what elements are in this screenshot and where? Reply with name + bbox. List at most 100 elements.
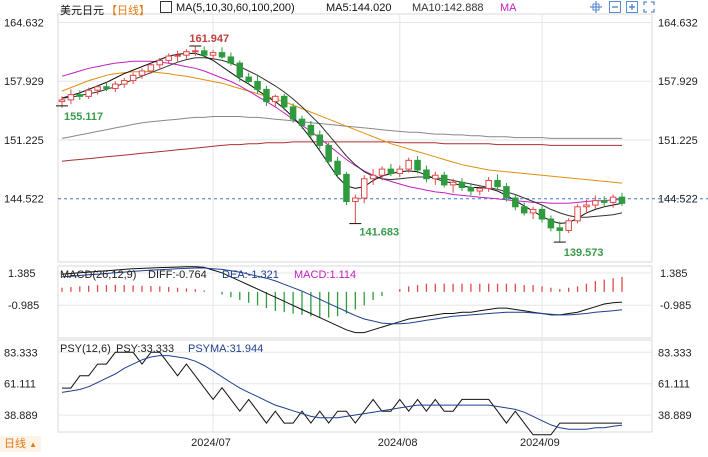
candle-body xyxy=(120,80,128,85)
price-tick-right: 151.225 xyxy=(658,135,698,147)
candle-body xyxy=(112,83,119,89)
panel-frame-2 xyxy=(57,339,653,433)
period-label[interactable]: 【日线】 xyxy=(106,5,150,17)
candle-body xyxy=(289,106,297,120)
candle-body xyxy=(165,55,172,61)
macd-dea-value: DEA:-1.321 xyxy=(222,269,279,281)
candle-body xyxy=(609,196,617,203)
macd-tick-right: 1.385 xyxy=(660,268,688,280)
psyma-value: PSYMA:31.944 xyxy=(188,343,263,355)
macd-tick-left: 1.385 xyxy=(8,268,36,280)
candle-body xyxy=(618,196,626,204)
candle-body xyxy=(467,187,475,192)
ma10-line xyxy=(61,57,623,218)
price-tick-left: 157.929 xyxy=(4,76,44,88)
ma10-value: MA10:142.888 xyxy=(412,2,484,14)
candle-body xyxy=(592,200,599,206)
candle-body xyxy=(307,124,315,136)
candle-body xyxy=(600,200,608,203)
psy-label: PSY(12,6) xyxy=(60,343,111,355)
price-tick-right: 144.522 xyxy=(658,194,698,206)
price-tick-left: 151.225 xyxy=(4,135,44,147)
candle-body xyxy=(369,174,377,180)
ma200-line xyxy=(61,141,622,162)
psy-value: PSY:33.333 xyxy=(116,343,174,355)
candle-body xyxy=(218,52,226,58)
period-button-label: 日线 xyxy=(4,438,26,450)
macd-diff-line xyxy=(61,266,623,334)
candle-body xyxy=(396,168,404,174)
candle-body xyxy=(547,218,555,229)
x-tick-label: 2024/07 xyxy=(191,437,231,449)
crosshair-icon[interactable] xyxy=(590,1,602,13)
macd-tick-left: -0.985 xyxy=(8,300,39,312)
candle-body xyxy=(254,80,261,90)
period-button[interactable]: 日线 ▲ xyxy=(0,436,41,452)
psyma-line xyxy=(61,355,623,430)
candle-body xyxy=(565,220,572,231)
candle-body xyxy=(360,178,368,199)
macd-value: MACD:1.114 xyxy=(294,269,356,281)
x-tick-label: 2024/09 xyxy=(520,437,560,449)
candle-body xyxy=(423,169,430,180)
ma100-line xyxy=(61,116,622,139)
candle-body xyxy=(94,86,101,91)
psy-line xyxy=(62,351,622,436)
candle-body xyxy=(138,70,146,76)
candle-body xyxy=(485,180,492,189)
candle-body xyxy=(512,197,519,208)
candle-body xyxy=(334,160,341,175)
candle-body xyxy=(325,144,332,162)
candle-body xyxy=(529,208,537,214)
candle-body xyxy=(343,173,350,203)
ma5-value: MA5:144.020 xyxy=(326,2,392,14)
zoom-out-icon[interactable] xyxy=(609,1,621,13)
candle-body xyxy=(67,94,75,101)
candle-body xyxy=(440,174,448,186)
candle-body xyxy=(103,86,110,89)
fullscreen-icon[interactable] xyxy=(643,1,655,13)
candle-body xyxy=(503,186,510,199)
candle-body xyxy=(405,159,412,170)
candle-body xyxy=(583,204,590,208)
panel-frame-1 xyxy=(57,265,653,339)
candle-body xyxy=(494,180,501,188)
psy-tick-left: 61.111 xyxy=(4,379,36,391)
candle-body xyxy=(352,197,359,203)
psy-tick-left: 38.889 xyxy=(4,410,38,422)
ma-toggle-icon[interactable] xyxy=(160,1,172,13)
candle-body xyxy=(263,88,270,103)
price-tick-right: 164.632 xyxy=(658,17,698,29)
low2-annotation: 139.573 xyxy=(564,247,604,259)
candle-body xyxy=(476,187,484,192)
candle-body xyxy=(156,59,164,66)
zoom-in-icon[interactable] xyxy=(626,1,638,13)
candle-body xyxy=(414,159,421,171)
psy-tick-right: 38.889 xyxy=(658,410,692,422)
x-tick-label: 2024/08 xyxy=(378,437,418,449)
candle-body xyxy=(316,134,324,146)
ma5-line xyxy=(61,52,623,224)
symbol-label: 美元日元 xyxy=(60,5,104,17)
candle-body xyxy=(574,206,581,222)
candle-body xyxy=(538,208,546,220)
candle-body xyxy=(449,181,457,186)
psy-tick-right: 83.333 xyxy=(658,347,692,359)
caret-up-icon: ▲ xyxy=(29,440,37,449)
candle-body xyxy=(192,50,199,53)
psy-tick-left: 83.333 xyxy=(4,347,38,359)
candle-body xyxy=(174,54,181,57)
candle-body xyxy=(236,62,244,78)
candle-body xyxy=(298,118,306,126)
price-tick-left: 164.632 xyxy=(4,17,44,29)
candle-body xyxy=(387,168,395,174)
candle-body xyxy=(147,64,155,72)
candle-body xyxy=(58,99,66,103)
panel-frame-0 xyxy=(57,13,653,263)
price-tick-right: 157.929 xyxy=(658,76,698,88)
candle-body xyxy=(227,56,235,64)
low1-annotation: 141.683 xyxy=(359,227,399,239)
candle-body xyxy=(520,206,528,214)
candle-body xyxy=(183,51,190,56)
